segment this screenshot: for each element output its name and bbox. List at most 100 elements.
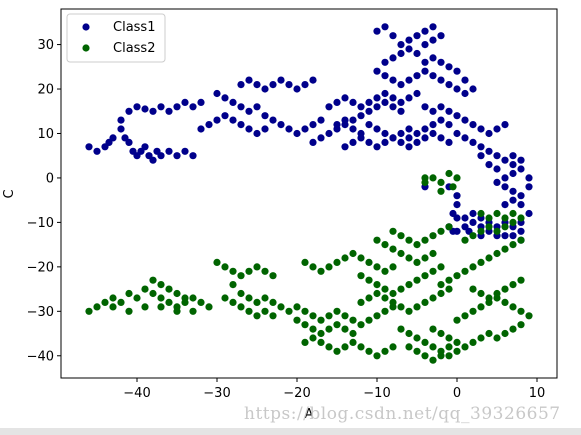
point-class2-152 (453, 338, 461, 346)
point-class2-158 (469, 307, 477, 315)
legend-label-class1: Class1 (113, 20, 155, 35)
point-class1-18 (181, 147, 189, 155)
point-class2-133 (429, 249, 437, 258)
point-class1-183 (517, 192, 525, 200)
point-class2-208 (517, 214, 525, 222)
point-class2-142 (461, 343, 469, 351)
point-class2-201 (449, 183, 457, 191)
point-class2-1 (93, 303, 101, 311)
point-class1-34 (237, 103, 245, 111)
point-class1-155 (501, 121, 509, 129)
legend-label-class2: Class2 (113, 41, 155, 56)
point-class1-190 (453, 214, 461, 222)
point-class2-137 (421, 338, 429, 346)
point-class1-169 (493, 165, 501, 173)
point-class2-179 (445, 276, 453, 284)
point-class2-4 (117, 298, 125, 306)
point-class2-67 (333, 307, 341, 315)
point-class2-60 (381, 267, 389, 275)
point-class2-70 (357, 321, 365, 329)
point-class2-155 (429, 325, 437, 333)
point-class2-107 (365, 294, 373, 302)
point-class1-135 (413, 32, 421, 40)
point-class1-125 (381, 23, 389, 31)
point-class1-212 (525, 174, 533, 182)
point-class2-128 (389, 245, 397, 253)
point-class1-124 (373, 27, 381, 35)
point-class2-44 (229, 298, 237, 306)
point-class1-89 (341, 116, 349, 124)
point-class2-199 (445, 169, 453, 178)
point-class2-154 (437, 329, 445, 338)
point-class2-62 (293, 303, 301, 311)
point-class1-46 (237, 121, 245, 129)
point-class2-187 (517, 276, 525, 284)
point-class1-151 (469, 121, 477, 129)
point-class2-112 (405, 307, 413, 315)
point-class2-205 (493, 209, 501, 218)
point-class1-0 (85, 143, 93, 151)
point-class1-57 (261, 85, 269, 93)
point-class2-73 (381, 307, 389, 315)
point-class1-24 (149, 107, 157, 115)
point-class2-183 (485, 294, 493, 302)
point-class1-31 (213, 89, 221, 98)
point-class1-184 (509, 196, 517, 204)
point-class2-162 (501, 298, 509, 306)
point-class1-152 (477, 125, 485, 133)
point-class2-88 (341, 343, 349, 351)
point-class2-14 (197, 298, 205, 306)
point-class2-174 (485, 254, 493, 262)
point-class2-184 (493, 289, 501, 298)
point-class2-145 (485, 329, 493, 338)
y-tick-label: 20 (37, 83, 54, 98)
point-class2-93 (381, 347, 389, 355)
point-class2-164 (517, 307, 525, 315)
point-class1-210 (509, 232, 517, 240)
point-class1-48 (253, 129, 261, 138)
point-class2-76 (301, 321, 309, 329)
point-class1-94 (381, 129, 389, 138)
point-class1-145 (461, 76, 469, 84)
point-class2-189 (469, 232, 477, 240)
point-class1-188 (453, 201, 461, 209)
point-class1-214 (517, 201, 525, 209)
point-class1-187 (453, 192, 461, 200)
point-class2-25 (173, 289, 181, 298)
point-class1-77 (333, 98, 341, 106)
legend-marker-class2 (82, 44, 90, 52)
point-class1-41 (293, 129, 301, 138)
point-class1-81 (365, 98, 373, 106)
point-class1-26 (165, 107, 173, 115)
point-class1-171 (437, 134, 445, 142)
point-class1-1 (93, 147, 101, 155)
point-class2-206 (501, 214, 509, 222)
x-tick-label: 0 (453, 386, 461, 401)
point-class1-156 (429, 107, 437, 115)
point-class2-2 (101, 298, 109, 306)
point-class2-23 (157, 281, 165, 289)
point-class1-22 (133, 103, 141, 111)
point-class2-36 (237, 289, 245, 298)
point-class1-215 (525, 209, 533, 218)
point-class2-151 (445, 343, 453, 351)
point-class2-124 (437, 227, 445, 235)
point-class1-90 (349, 125, 357, 133)
point-class1-177 (517, 165, 525, 173)
point-class1-136 (405, 36, 413, 44)
point-class1-143 (445, 63, 453, 71)
point-class1-192 (469, 209, 477, 218)
point-class1-121 (445, 81, 453, 89)
point-class2-10 (165, 298, 173, 306)
point-class1-142 (437, 58, 445, 66)
point-class1-174 (413, 138, 421, 146)
point-class2-117 (445, 285, 453, 293)
point-class2-48 (261, 307, 269, 315)
point-class1-70 (357, 112, 365, 120)
point-class2-68 (341, 312, 349, 320)
point-class2-125 (445, 223, 453, 231)
point-class2-138 (429, 343, 437, 351)
point-class1-117 (413, 72, 421, 80)
point-class1-181 (501, 183, 509, 191)
point-class1-4 (109, 134, 117, 142)
